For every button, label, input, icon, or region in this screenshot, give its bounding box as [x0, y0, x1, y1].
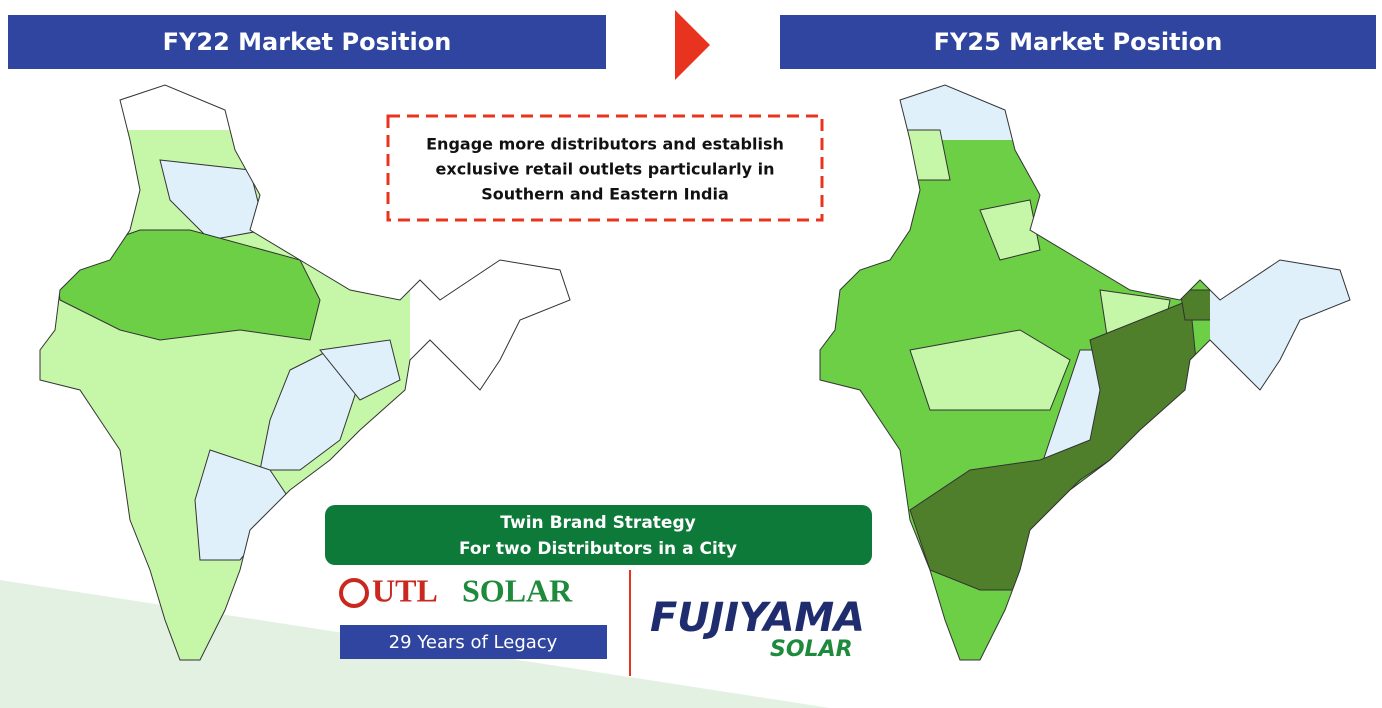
callout-line: Engage more distributors and establish	[426, 135, 784, 154]
utl-logo	[339, 578, 369, 608]
left-header: FY22 Market Position	[163, 28, 452, 56]
callout-line: exclusive retail outlets particularly in	[436, 160, 775, 179]
callout-box	[386, 114, 824, 222]
left-header-bar	[8, 15, 606, 69]
right-header: FY25 Market Position	[934, 28, 1223, 56]
utl-brand: SOLAR	[462, 572, 573, 608]
right-header-bar	[780, 15, 1376, 69]
utl-brand: UTL	[372, 572, 438, 608]
arrow	[675, 10, 710, 80]
tagline-box	[340, 625, 607, 659]
strategy-box	[325, 505, 872, 565]
utl-tagline: 29 Years of Legacy	[389, 632, 558, 653]
fujiyama-name: FUJIYAMA	[650, 595, 865, 641]
fy25-map	[819, 84, 1351, 661]
strategy-line: For two Distributors in a City	[459, 539, 737, 559]
callout-line: Southern and Eastern India	[481, 185, 729, 204]
strategy-line: Twin Brand Strategy	[500, 513, 695, 533]
fujiyama-sub: SOLAR	[770, 637, 853, 662]
